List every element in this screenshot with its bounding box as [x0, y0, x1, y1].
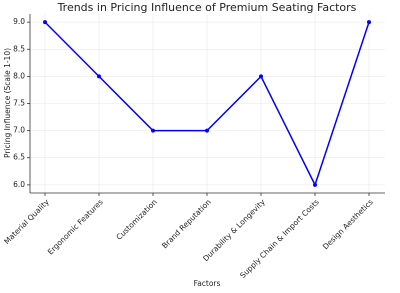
y-tick-label: 8.0: [13, 71, 25, 80]
x-axis-label: Factors: [194, 279, 221, 288]
y-tick-label: 6.5: [13, 153, 25, 162]
y-tick-label: 8.5: [13, 44, 25, 53]
point: [367, 20, 371, 25]
y-tick-label: 7.0: [13, 126, 25, 135]
point: [43, 20, 47, 25]
x-tick-label: Design Aesthetics: [321, 197, 375, 251]
x-tick-label: Customization: [114, 197, 159, 242]
point: [151, 128, 155, 133]
point: [205, 128, 209, 133]
chart-title: Trends in Pricing Influence of Premium S…: [57, 1, 357, 14]
y-axis-label: Pricing Influence (Scale 1-10): [3, 48, 12, 158]
point: [313, 182, 317, 187]
point: [97, 74, 101, 79]
x-tick-label: Ergonomic Features: [46, 197, 105, 256]
x-tick-label: Material Quality: [2, 197, 51, 246]
point: [259, 74, 263, 79]
x-tick-label: Brand Reputation: [160, 197, 213, 250]
y-tick-label: 7.5: [13, 99, 25, 108]
y-tick-label: 6.0: [13, 180, 25, 189]
y-tick-label: 9.0: [13, 17, 25, 26]
